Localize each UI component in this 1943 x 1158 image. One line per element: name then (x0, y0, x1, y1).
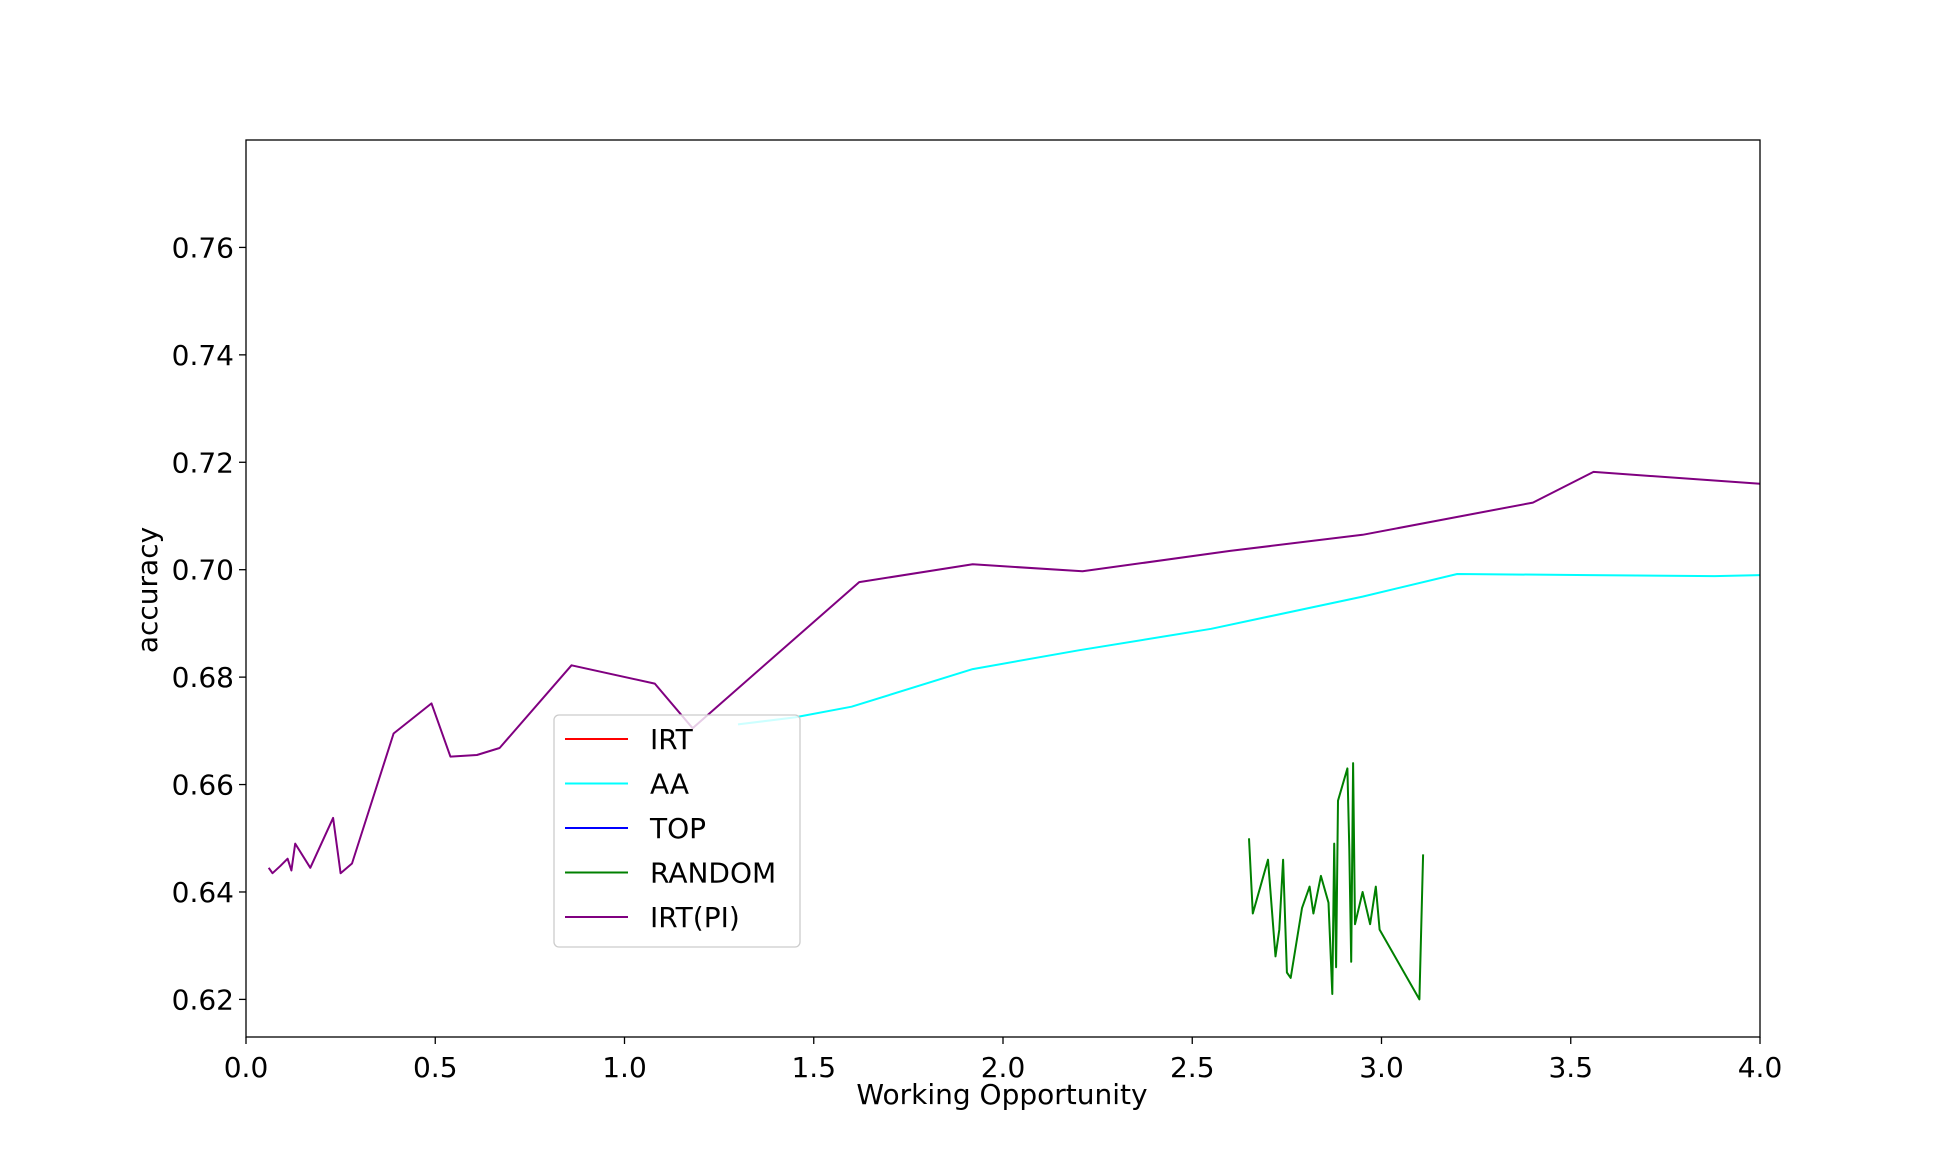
legend-frame (553, 714, 801, 948)
y-tick-label: 0.72 (172, 446, 234, 479)
x-axis-ticks: 0.0 0.5 1.0 1.5 2.0 2.5 3.0 3.5 4.0 (224, 1037, 1783, 1084)
y-axis-label: accuracy (131, 527, 164, 653)
x-tick-label: 2.5 (1170, 1051, 1215, 1084)
x-tick-label: 4.0 (1738, 1051, 1783, 1084)
y-tick-label: 0.76 (172, 231, 234, 264)
legend: IRT AA TOP RANDOM IRT(PI) (553, 714, 801, 948)
x-tick-label: 3.5 (1548, 1051, 1593, 1084)
legend-label: IRT (650, 723, 694, 756)
plot-series (267, 470, 1761, 1001)
x-tick-label: 2.0 (981, 1051, 1026, 1084)
y-tick-label: 0.70 (172, 554, 234, 587)
y-tick-label: 0.64 (172, 876, 234, 909)
x-tick-label: 0.5 (413, 1051, 458, 1084)
x-tick-label: 0.0 (224, 1051, 269, 1084)
legend-label: AA (650, 768, 689, 801)
x-axis-label: Working Opportunity (856, 1078, 1147, 1111)
y-axis-ticks: 0.62 0.64 0.66 0.68 0.70 0.72 0.74 0.76 (172, 231, 246, 1016)
y-tick-label: 0.68 (172, 661, 234, 694)
y-tick-label: 0.62 (172, 983, 234, 1016)
y-tick-label: 0.66 (172, 769, 234, 802)
series-line-random (1248, 762, 1425, 1001)
legend-label: RANDOM (650, 857, 776, 890)
x-tick-label: 1.5 (791, 1051, 836, 1084)
series-line-irt-pi (267, 470, 1761, 875)
x-tick-label: 1.0 (602, 1051, 647, 1084)
legend-label: TOP (649, 812, 706, 845)
legend-label: IRT(PI) (650, 901, 740, 934)
x-tick-label: 3.0 (1359, 1051, 1404, 1084)
y-tick-label: 0.74 (172, 339, 234, 372)
series-line-aa (737, 573, 1761, 726)
